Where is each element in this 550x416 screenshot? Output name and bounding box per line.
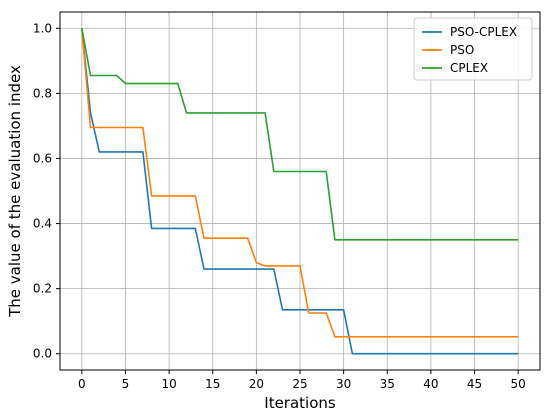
series-line-cplex	[81, 28, 519, 241]
x-tick-label-10: 50	[511, 377, 526, 391]
y-tick-label-2: 0.4	[33, 217, 52, 231]
series-line-pso-cplex	[81, 28, 519, 355]
x-tick-label-2: 10	[161, 377, 176, 391]
series-layer	[81, 28, 519, 355]
x-tick-label-0: 0	[78, 377, 86, 391]
x-tick-label-1: 5	[122, 377, 130, 391]
x-axis-label: Iterations	[264, 394, 336, 412]
legend-label-cplex: CPLEX	[450, 61, 488, 75]
x-tick-label-7: 35	[380, 377, 395, 391]
y-tick-label-5: 1.0	[33, 21, 52, 35]
legend-label-pso-cplex: PSO-CPLEX	[450, 25, 517, 39]
x-tick-label-3: 15	[205, 377, 220, 391]
ticks: 0 5 10 15 20 25 30 35 40 45 50 0.0 0.2 0.4 0.6 0.8 1.0	[33, 21, 526, 391]
legend-label-pso: PSO	[450, 43, 474, 57]
legend: PSO-CPLEX PSO CPLEX	[413, 17, 533, 81]
y-tick-label-3: 0.6	[33, 151, 52, 165]
series-line-pso	[81, 28, 519, 338]
x-tick-label-8: 40	[423, 377, 438, 391]
x-tick-label-6: 30	[336, 377, 351, 391]
y-tick-label-0: 0.0	[33, 347, 52, 361]
y-tick-label-1: 0.2	[33, 282, 52, 296]
y-tick-label-4: 0.8	[33, 86, 52, 100]
legend-box	[413, 17, 533, 81]
x-tick-label-9: 45	[467, 377, 482, 391]
y-axis-label: The value of the evaluation index	[6, 65, 24, 318]
x-tick-label-5: 25	[292, 377, 307, 391]
x-tick-label-4: 20	[249, 377, 264, 391]
